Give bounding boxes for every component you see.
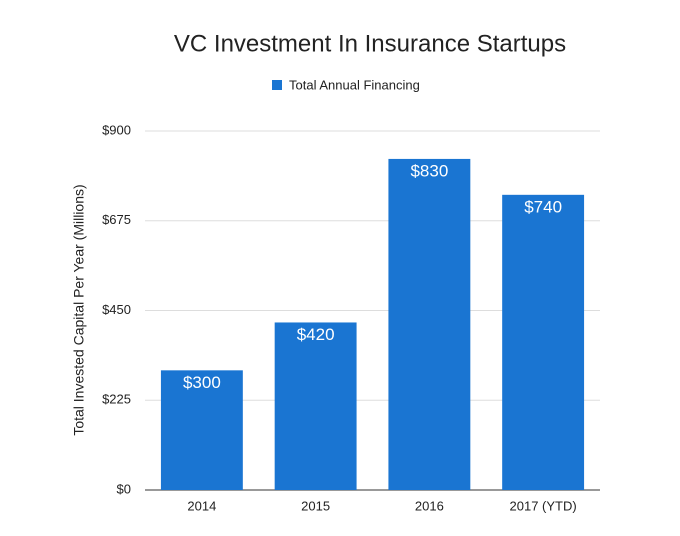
data-label: $420: [297, 325, 335, 344]
x-tick-label: 2017 (YTD): [510, 498, 577, 513]
y-tick-label: $450: [102, 302, 131, 317]
y-axis-label: Total Invested Capital Per Year (Million…: [71, 184, 87, 435]
y-tick-label: $900: [102, 122, 131, 137]
x-tick-label: 2015: [301, 498, 330, 513]
data-label: $830: [410, 161, 448, 180]
bar: [388, 158, 471, 490]
bar: [502, 194, 585, 491]
y-tick-label: $225: [102, 392, 131, 407]
x-tick-label: 2016: [415, 498, 444, 513]
bar: [160, 370, 243, 490]
y-tick-label: $675: [102, 212, 131, 227]
legend-swatch: [272, 80, 282, 90]
data-label: $740: [524, 197, 562, 216]
legend-label: Total Annual Financing: [289, 77, 420, 92]
data-label: $300: [183, 373, 221, 392]
bar: [274, 322, 357, 490]
y-tick-label: $0: [117, 481, 131, 496]
chart-title: VC Investment In Insurance Startups: [174, 30, 566, 57]
x-tick-label: 2014: [187, 498, 216, 513]
